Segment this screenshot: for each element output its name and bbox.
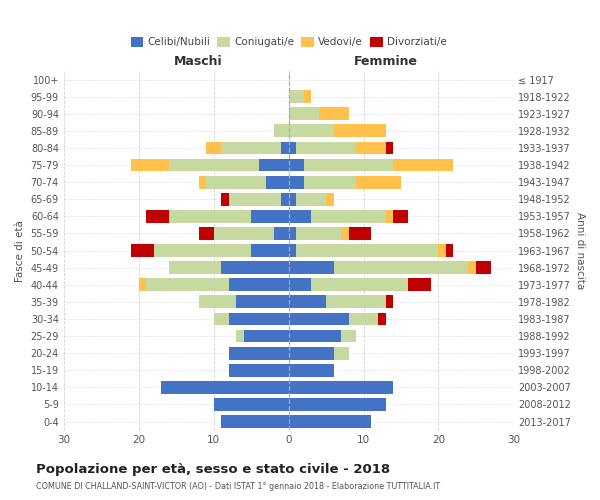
Bar xyxy=(289,227,296,240)
Bar xyxy=(199,227,214,240)
Bar xyxy=(326,296,386,308)
Bar xyxy=(289,398,386,411)
Bar xyxy=(394,210,409,223)
Bar xyxy=(251,244,289,257)
Bar xyxy=(289,210,311,223)
Bar xyxy=(139,278,146,291)
Bar xyxy=(304,176,356,188)
Bar xyxy=(289,158,304,172)
Text: Femmine: Femmine xyxy=(354,54,418,68)
Bar xyxy=(334,347,349,360)
Bar xyxy=(131,244,154,257)
Bar xyxy=(289,381,394,394)
Bar xyxy=(289,124,334,138)
Text: COMUNE DI CHALLAND-SAINT-VICTOR (AO) - Dati ISTAT 1° gennaio 2018 - Elaborazione: COMUNE DI CHALLAND-SAINT-VICTOR (AO) - D… xyxy=(36,482,440,491)
Bar xyxy=(221,262,289,274)
Bar xyxy=(289,330,341,342)
Bar xyxy=(334,124,386,138)
Bar xyxy=(206,176,266,188)
Bar xyxy=(469,262,476,274)
Text: Popolazione per età, sesso e stato civile - 2018: Popolazione per età, sesso e stato civil… xyxy=(36,462,390,475)
Bar xyxy=(146,210,169,223)
Bar xyxy=(311,278,409,291)
Bar xyxy=(326,193,334,205)
Bar xyxy=(379,312,386,326)
Bar xyxy=(289,296,326,308)
Bar xyxy=(251,210,289,223)
Bar xyxy=(319,108,349,120)
Bar xyxy=(289,176,304,188)
Bar xyxy=(341,330,356,342)
Bar xyxy=(214,227,274,240)
Y-axis label: Fasce di età: Fasce di età xyxy=(15,220,25,282)
Bar xyxy=(394,158,454,172)
Bar xyxy=(169,262,221,274)
Bar xyxy=(311,210,386,223)
Bar xyxy=(439,244,446,257)
Bar xyxy=(236,296,289,308)
Bar xyxy=(259,158,289,172)
Bar xyxy=(131,158,169,172)
Bar xyxy=(289,142,296,154)
Bar xyxy=(386,210,394,223)
Bar xyxy=(229,312,289,326)
Bar xyxy=(289,278,311,291)
Bar xyxy=(146,278,229,291)
Bar xyxy=(289,193,296,205)
Bar xyxy=(296,142,356,154)
Bar xyxy=(274,227,289,240)
Bar xyxy=(214,398,289,411)
Bar xyxy=(289,262,334,274)
Bar xyxy=(169,158,259,172)
Bar xyxy=(236,330,244,342)
Bar xyxy=(341,227,349,240)
Bar xyxy=(206,142,221,154)
Bar xyxy=(289,312,349,326)
Bar xyxy=(274,124,289,138)
Bar xyxy=(229,193,281,205)
Bar xyxy=(199,296,236,308)
Bar xyxy=(334,262,469,274)
Bar xyxy=(349,312,379,326)
Bar xyxy=(289,347,334,360)
Bar xyxy=(289,108,319,120)
Bar xyxy=(304,90,311,103)
Bar xyxy=(199,176,206,188)
Y-axis label: Anni di nascita: Anni di nascita xyxy=(575,212,585,289)
Bar xyxy=(266,176,289,188)
Bar xyxy=(244,330,289,342)
Bar xyxy=(221,415,289,428)
Legend: Celibi/Nubili, Coniugati/e, Vedovi/e, Divorziati/e: Celibi/Nubili, Coniugati/e, Vedovi/e, Di… xyxy=(127,33,451,52)
Bar xyxy=(476,262,491,274)
Bar xyxy=(304,158,394,172)
Bar xyxy=(409,278,431,291)
Bar xyxy=(221,142,281,154)
Bar xyxy=(386,142,394,154)
Bar xyxy=(289,244,296,257)
Bar xyxy=(281,142,289,154)
Bar xyxy=(229,278,289,291)
Bar xyxy=(356,142,386,154)
Text: Maschi: Maschi xyxy=(175,54,223,68)
Bar xyxy=(289,364,334,376)
Bar xyxy=(229,347,289,360)
Bar xyxy=(154,244,251,257)
Bar xyxy=(289,415,371,428)
Bar xyxy=(296,193,326,205)
Bar xyxy=(446,244,454,257)
Bar xyxy=(296,244,439,257)
Bar xyxy=(214,312,229,326)
Bar xyxy=(296,227,341,240)
Bar xyxy=(221,193,229,205)
Bar xyxy=(169,210,251,223)
Bar xyxy=(281,193,289,205)
Bar xyxy=(161,381,289,394)
Bar xyxy=(356,176,401,188)
Bar xyxy=(229,364,289,376)
Bar xyxy=(349,227,371,240)
Bar xyxy=(386,296,394,308)
Bar xyxy=(289,90,304,103)
